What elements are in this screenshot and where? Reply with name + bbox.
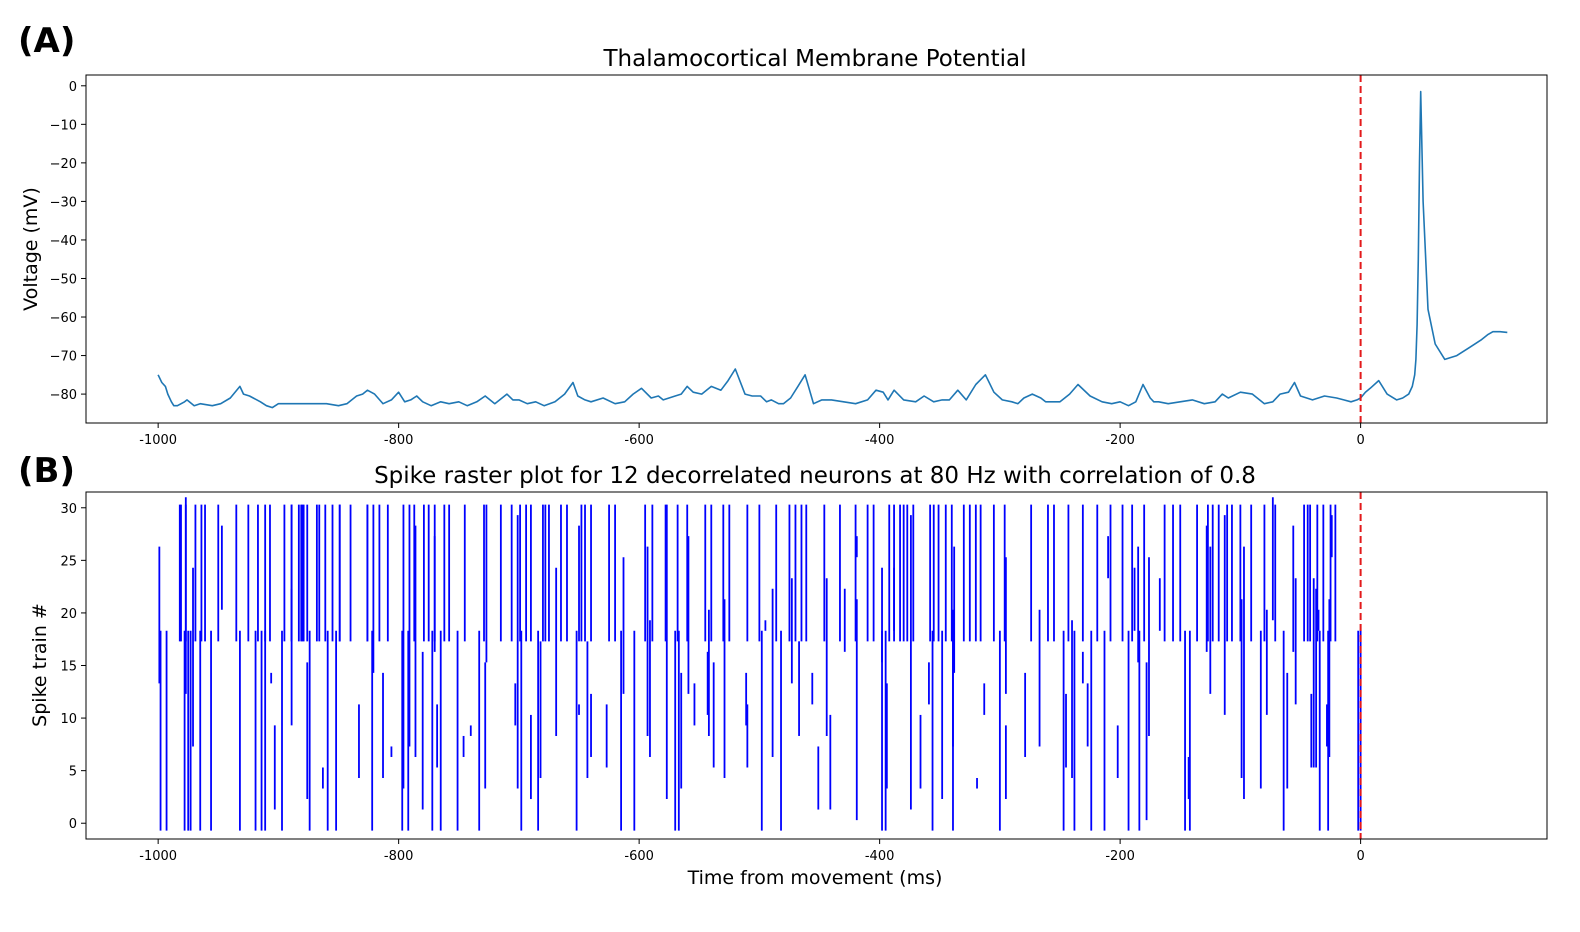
voltage-chart-xtick-label: -400 <box>865 433 895 448</box>
raster-chart-ytick-label: 15 <box>60 660 77 675</box>
voltage-chart-ytick-label: −50 <box>50 272 77 287</box>
voltage-chart-ytick-label: −30 <box>50 195 77 210</box>
raster-chart-plot-area <box>158 492 1362 839</box>
raster-chart-xtick-label: -800 <box>384 849 414 864</box>
voltage-chart: Thalamocortical Membrane Potential Volta… <box>20 46 1548 448</box>
raster-chart-ytick-label: 25 <box>60 554 77 569</box>
raster-chart-ytick-label: 0 <box>69 817 77 832</box>
raster-chart-xtick-label: 0 <box>1356 849 1364 864</box>
voltage-chart-frame <box>85 74 1548 424</box>
raster-chart-ytick-label: 20 <box>60 607 77 622</box>
voltage-chart-ytick-label: −40 <box>50 234 77 249</box>
raster-chart-xtick-label: -200 <box>1105 849 1135 864</box>
voltage-chart-ytick-label: −70 <box>50 350 77 365</box>
raster-chart-xtick-label: -1000 <box>139 849 177 864</box>
voltage-chart-ticks: -1000 -800 -600 -400 -200 0 0 −10 −20 −30 −40 −50 −6… <box>50 80 1365 448</box>
raster-chart-ylabel: Spike train # <box>29 603 51 727</box>
voltage-chart-xtick-label: -800 <box>384 433 414 448</box>
raster-chart-title: Spike raster plot for 12 decorrelated ne… <box>374 463 1256 489</box>
voltage-chart-xtick-label: -600 <box>624 433 654 448</box>
raster-chart-frame <box>85 491 1548 840</box>
raster-chart-ticks: -1000 -800 -600 -400 -200 0 0 5 10 15 20 25 30 <box>60 502 1364 864</box>
raster-chart-xtick-label: -600 <box>624 849 654 864</box>
voltage-chart-xtick-label: -1000 <box>139 433 177 448</box>
voltage-chart-ytick-label: −10 <box>50 118 77 133</box>
voltage-chart-plot-area <box>157 75 1508 423</box>
voltage-chart-ytick-label: 0 <box>69 80 77 95</box>
voltage-chart-ytick-label: −20 <box>50 157 77 172</box>
panel-label-a: (A) <box>18 21 75 61</box>
raster-chart-ytick-label: 5 <box>69 765 77 780</box>
membrane-potential-line <box>157 90 1508 409</box>
voltage-chart-title: Thalamocortical Membrane Potential <box>602 46 1026 72</box>
raster-chart: Spike raster plot for 12 decorrelated ne… <box>29 463 1548 889</box>
voltage-chart-xtick-label: 0 <box>1356 433 1364 448</box>
voltage-chart-xtick-label: -200 <box>1105 433 1135 448</box>
raster-chart-ytick-label: 30 <box>60 502 77 517</box>
voltage-chart-ytick-label: −80 <box>50 388 77 403</box>
panel-label-b: (B) <box>18 451 75 491</box>
raster-chart-xlabel: Time from movement (ms) <box>687 867 943 889</box>
voltage-chart-ytick-label: −60 <box>50 311 77 326</box>
voltage-chart-ylabel: Voltage (mV) <box>20 187 42 311</box>
raster-chart-xtick-label: -400 <box>865 849 895 864</box>
raster-chart-ytick-label: 10 <box>60 712 77 727</box>
